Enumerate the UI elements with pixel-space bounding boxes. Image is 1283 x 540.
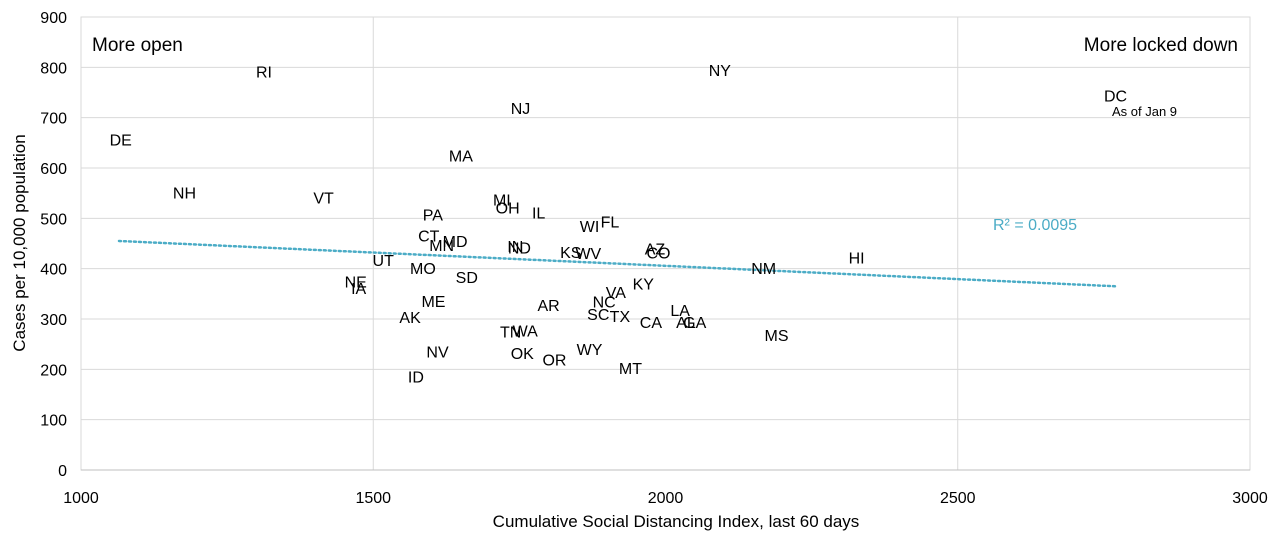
point-label-ky: KY [633,276,655,293]
point-label-oh: OH [496,200,520,217]
point-label-wi: WI [580,219,600,236]
axes: 0 100 200 300 400 500 600 700 800 900 1000 1500 2000… [40,10,1268,507]
y-tick-label: 300 [40,312,67,329]
point-label-me: ME [421,294,445,311]
point-label-ne: NE [345,274,367,291]
grid-lines [81,16,1250,470]
point-label-ks: KS [560,245,581,262]
point-label-ms: MS [765,328,789,345]
point-label-in: IN [507,239,523,256]
point-label-fl: FL [601,214,620,231]
point-label-wa: WA [513,324,539,341]
point-label-il: IL [532,205,545,222]
annotation-more-locked-down: More locked down [1084,35,1238,56]
point-label-sc: SC [587,307,609,324]
point-label-nj: NJ [511,101,531,118]
point-label-mn: MN [429,238,454,255]
point-label-la: LA [670,303,690,320]
point-label-ga: GA [683,315,706,332]
point-label-or: OR [542,352,566,369]
point-label-ri: RI [256,64,272,81]
y-tick-label: 100 [40,413,67,430]
y-tick-label: 500 [40,211,67,228]
point-label-dc: DC [1104,89,1127,106]
point-label-tn: TN [500,325,521,342]
point-label-az: AZ [645,242,666,259]
x-tick-label: 3000 [1232,490,1268,507]
point-label-nd: ND [508,241,531,258]
point-label-ok: OK [511,346,534,363]
y-tick-label: 800 [40,60,67,77]
point-label-tx: TX [610,309,631,326]
point-label-nm: NM [751,261,776,278]
y-tick-label: 0 [58,463,67,480]
x-axis-title: Cumulative Social Distancing Index, last… [493,512,860,531]
annotation-dc-date: As of Jan 9 [1112,104,1177,119]
y-tick-label: 200 [40,362,67,379]
point-label-nv: NV [426,345,449,362]
point-label-pa: PA [423,207,443,224]
x-tick-label: 1000 [63,490,99,507]
x-tick-label: 2000 [648,490,684,507]
y-tick-label: 400 [40,262,67,279]
point-label-vt: VT [313,191,334,208]
annotation-more-open: More open [92,35,183,56]
y-axis-title: Cases per 10,000 population [10,134,29,351]
point-label-ct: CT [418,228,440,245]
trendline-group [117,239,1117,288]
y-tick-label: 600 [40,161,67,178]
annotations: More open More locked down As of Jan 9 R… [92,35,1238,234]
point-label-ar: AR [537,298,559,315]
point-label-ut: UT [373,253,395,270]
point-label-wv: WV [575,246,601,263]
point-label-mi: MI [493,193,511,210]
point-label-co: CO [646,246,670,263]
point-label-hi: HI [849,251,865,268]
point-label-nc: NC [593,294,616,311]
trendline [117,239,1117,288]
point-label-ca: CA [640,315,663,332]
point-label-ma: MA [449,148,473,165]
point-label-va: VA [606,285,626,302]
point-label-md: MD [443,234,468,251]
r-squared-label: R² = 0.0095 [993,217,1077,234]
point-label-ak: AK [399,310,421,327]
x-tick-label: 2500 [940,490,976,507]
y-tick-label: 900 [40,10,67,27]
point-label-nh: NH [173,186,196,203]
point-label-id: ID [408,369,424,386]
point-label-ia: IA [351,281,366,298]
x-tick-label: 1500 [355,490,391,507]
plot-frame [80,16,1251,471]
point-label-wy: WY [577,342,603,359]
point-label-al: AL [676,315,696,332]
point-label-mt: MT [619,361,642,378]
point-label-de: DE [110,132,132,149]
point-label-ny: NY [709,63,732,80]
y-tick-label: 700 [40,111,67,128]
point-label-sd: SD [456,270,478,287]
point-label-mo: MO [410,261,436,278]
